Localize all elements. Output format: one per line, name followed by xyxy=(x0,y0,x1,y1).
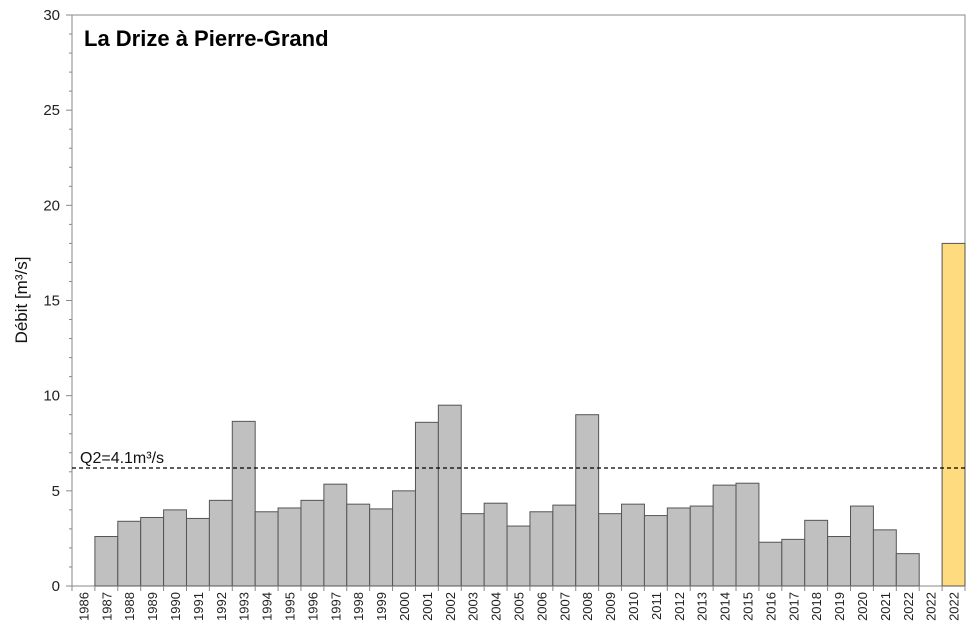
plot-area xyxy=(71,14,966,587)
x-tick-label: 1994 xyxy=(260,592,275,621)
bars-group xyxy=(94,242,966,587)
bar xyxy=(598,513,623,587)
x-tick-label: 2016 xyxy=(763,592,778,621)
x-tick-label: 2008 xyxy=(580,592,595,621)
x-tick-label: 2000 xyxy=(397,592,412,621)
x-tick-label: 1989 xyxy=(145,592,160,621)
x-tick-label: 2003 xyxy=(466,592,481,621)
bar xyxy=(392,490,416,587)
x-tick-label: 1991 xyxy=(191,592,206,621)
bar xyxy=(369,508,394,587)
bar xyxy=(208,499,233,587)
bar xyxy=(506,525,531,587)
y-tick-label: 5 xyxy=(52,483,60,500)
x-tick-label: 2022 xyxy=(924,592,939,621)
x-tick-label: 1995 xyxy=(283,592,298,621)
y-tick-label: 15 xyxy=(43,293,60,310)
x-tick-label: 2009 xyxy=(603,592,618,621)
x-tick-label: 2014 xyxy=(718,592,733,621)
bar xyxy=(323,483,348,587)
bar xyxy=(277,507,302,587)
x-tick-label: 1988 xyxy=(122,592,137,621)
bar-highlight xyxy=(941,242,966,587)
bar xyxy=(781,538,806,587)
x-tick-label: 2021 xyxy=(878,592,893,621)
bar xyxy=(621,503,645,587)
y-tick-label: 30 xyxy=(43,7,60,24)
y-axis-title: Débit [m³/s] xyxy=(12,257,31,344)
x-tick-label: 2006 xyxy=(534,592,549,621)
bar xyxy=(254,511,279,587)
bar xyxy=(872,529,897,587)
x-tick-label: 2018 xyxy=(809,592,824,621)
x-tick-label: 2022 xyxy=(947,592,962,621)
bar xyxy=(552,504,577,587)
bar xyxy=(666,507,691,587)
y-tick-label: 10 xyxy=(43,388,60,405)
y-axis: 0 5 10 15 20 25 30 xyxy=(43,7,72,595)
bar xyxy=(712,484,737,587)
bar xyxy=(735,482,760,587)
x-tick-label: 2004 xyxy=(489,592,504,621)
bar xyxy=(895,553,920,587)
bar xyxy=(529,511,554,587)
x-tick-label: 2012 xyxy=(672,592,687,621)
bar xyxy=(94,536,119,587)
y-tick-label: 25 xyxy=(43,102,60,119)
bar xyxy=(850,505,874,587)
bar xyxy=(414,421,439,587)
x-tick-label: 1993 xyxy=(237,592,252,621)
x-tick-label: 1998 xyxy=(351,592,366,621)
x-tick-label: 2020 xyxy=(855,592,870,621)
x-axis: 1986 1987 1988 1989 1990 1991 1992 1993 1994 1995… xyxy=(71,586,966,621)
x-tick-label: 1987 xyxy=(99,592,114,621)
x-tick-label: 1992 xyxy=(214,592,229,621)
x-tick-label: 2007 xyxy=(557,592,572,621)
x-tick-label: 1986 xyxy=(76,592,91,621)
bar xyxy=(643,515,668,587)
bar xyxy=(575,414,600,587)
x-tick-label: 2015 xyxy=(740,592,755,621)
x-tick-label: 2011 xyxy=(649,592,664,620)
bar xyxy=(689,505,714,587)
y-tick-label: 20 xyxy=(43,197,60,214)
bar xyxy=(460,513,485,587)
bar xyxy=(758,541,783,587)
x-tick-label: 2002 xyxy=(443,592,458,621)
x-tick-label: 1997 xyxy=(328,592,343,621)
bar xyxy=(185,517,210,587)
bar xyxy=(163,509,187,587)
reference-line-label: Q2=4.1m³/s xyxy=(80,450,164,467)
x-tick-label: 1990 xyxy=(168,592,183,621)
x-tick-label: 1996 xyxy=(305,592,320,621)
bar xyxy=(140,516,165,587)
bar xyxy=(117,520,142,587)
bar xyxy=(300,499,325,587)
x-tick-label: 2017 xyxy=(786,592,801,621)
bar xyxy=(483,502,508,587)
bar xyxy=(804,519,829,587)
x-tick-label: 2001 xyxy=(420,592,435,621)
x-tick-label: 2019 xyxy=(832,592,847,621)
bar xyxy=(437,404,462,587)
y-tick-label: 0 xyxy=(52,578,60,595)
x-tick-label: 2010 xyxy=(626,592,641,621)
bar xyxy=(827,536,852,587)
x-tick-label: 2013 xyxy=(695,592,710,621)
x-tick-label: 2005 xyxy=(512,592,527,621)
bar xyxy=(231,420,256,587)
chart-title: La Drize à Pierre-Grand xyxy=(84,26,329,51)
bar xyxy=(346,503,371,587)
x-tick-label: 1999 xyxy=(374,592,389,621)
x-tick-label: 2022 xyxy=(901,592,916,621)
